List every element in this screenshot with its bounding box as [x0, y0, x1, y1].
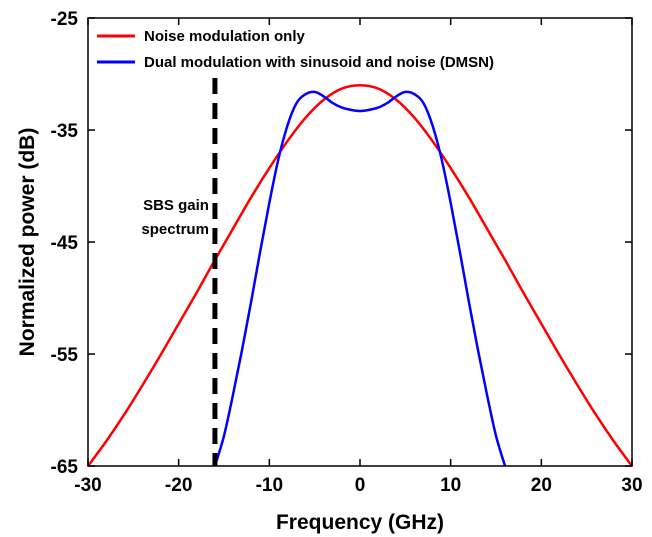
- x-tick-label: -30: [74, 475, 101, 496]
- series-line-dmsn: [213, 90, 507, 467]
- x-tick-label: -10: [256, 475, 283, 496]
- sbs-annotation-line: spectrum: [141, 221, 209, 238]
- y-tick-label: -35: [51, 121, 79, 142]
- series-line-noise-modulation: [86, 83, 634, 467]
- annotation-group: SBS gain spectrum: [141, 78, 218, 466]
- y-tick-label: -65: [51, 457, 79, 478]
- legend-label: Dual modulation with sinusoid and noise …: [144, 54, 494, 71]
- sbs-annotation-line: SBS gain: [143, 197, 209, 214]
- x-tick-label: 20: [531, 475, 552, 496]
- plot-frame: [87, 17, 633, 467]
- legend: Noise modulation only Dual modulation wit…: [97, 28, 494, 71]
- x-axis-title: Frequency (GHz): [276, 511, 444, 534]
- x-tick-label: -20: [165, 475, 192, 496]
- y-tick-label: -25: [51, 9, 79, 30]
- axes: -30 -20 -10 0 10 20 30 -25 -35 -45 -55 -65 Frequency…: [16, 9, 643, 534]
- legend-label: Noise modulation only: [144, 28, 305, 45]
- y-tick-label: -45: [51, 233, 79, 254]
- x-tick-label: 0: [355, 475, 366, 496]
- x-tick-label: 10: [440, 475, 461, 496]
- y-axis-title: Normalized power (dB): [16, 128, 39, 357]
- y-tick-label: -55: [51, 345, 79, 366]
- x-tick-label: 30: [621, 475, 642, 496]
- series-group: [86, 83, 634, 467]
